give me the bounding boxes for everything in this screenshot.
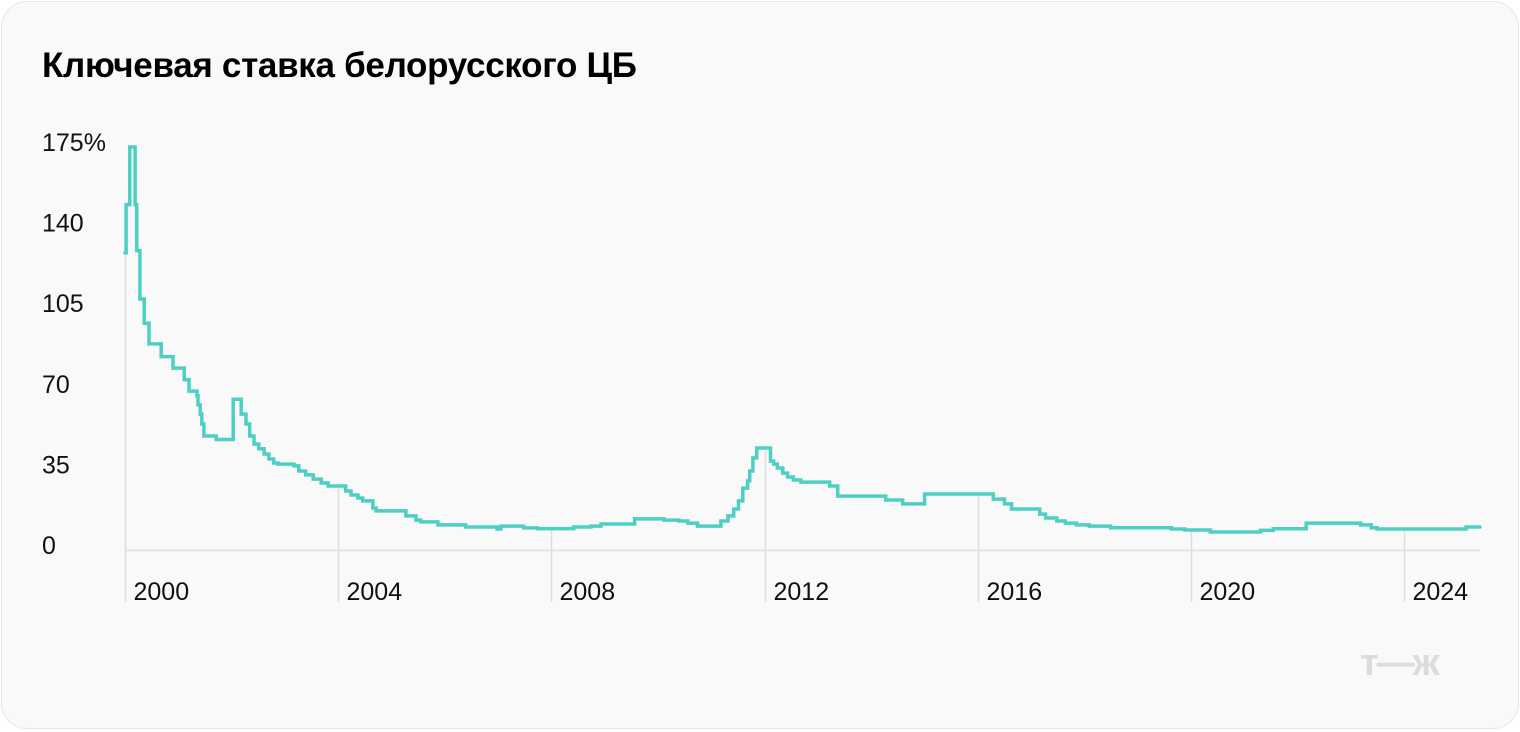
y-tick-label: 35 bbox=[42, 451, 70, 479]
y-tick-label: 70 bbox=[42, 371, 70, 399]
x-tick-label: 2020 bbox=[1200, 578, 1256, 606]
x-tick-label: 2000 bbox=[134, 578, 190, 606]
y-tick-label: 175% bbox=[42, 129, 106, 157]
y-tick-label: 0 bbox=[42, 532, 56, 560]
series-line bbox=[123, 145, 1482, 534]
x-tick-label: 2004 bbox=[347, 578, 403, 606]
y-tick-label: 105 bbox=[42, 290, 84, 318]
y-tick-label: 140 bbox=[42, 210, 84, 238]
x-tick-label: 2008 bbox=[560, 578, 616, 606]
chart-title: Ключевая ставка белорусского ЦБ bbox=[42, 46, 637, 85]
x-tick-label: 2024 bbox=[1413, 578, 1469, 606]
x-tick-label: 2012 bbox=[774, 578, 830, 606]
logo: т—ж bbox=[1360, 642, 1440, 684]
x-tick-label: 2016 bbox=[987, 578, 1043, 606]
